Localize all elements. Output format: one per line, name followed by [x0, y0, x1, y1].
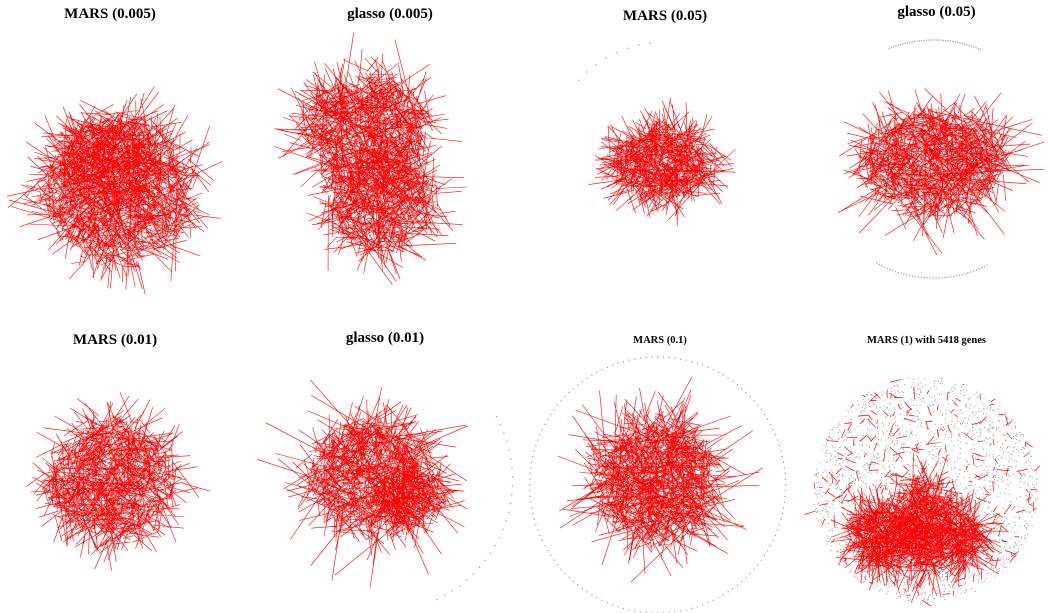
panel-title: MARS (0.05): [622, 8, 708, 24]
panel-title: MARS (0.005): [64, 6, 156, 22]
small-components: [804, 379, 1040, 607]
network-cluster: [25, 391, 210, 571]
network-cluster: [557, 376, 764, 583]
isolated-nodes: [888, 39, 981, 51]
isolated-nodes: [578, 42, 651, 81]
network-graph: [838, 39, 1045, 279]
network-graph: [6, 85, 223, 295]
isolated-nodes: [436, 416, 514, 601]
network-graph: [804, 377, 1040, 607]
panel-title: glasso (0.01): [345, 330, 425, 346]
network-graph: [273, 32, 468, 285]
network-cluster: [273, 32, 462, 226]
network-graph: [256, 379, 514, 601]
network-cluster: [354, 442, 468, 548]
panel-mars-0005: MARS (0.005): [0, 0, 230, 300]
panel-mars-001: MARS (0.01): [0, 320, 230, 613]
panel-glasso-001: glasso (0.01): [250, 320, 514, 613]
network-cluster: [306, 122, 468, 285]
network-cluster: [838, 88, 1045, 256]
panel-glasso-0005: glasso (0.005): [250, 0, 490, 300]
panel-title: MARS (0.01): [72, 332, 158, 348]
panel-mars-01: MARS (0.1): [529, 320, 790, 613]
panel-mars-1-5418: MARS (1) with 5418 genes: [804, 320, 1048, 613]
network-cluster: [912, 488, 1008, 588]
network-cluster: [6, 85, 223, 295]
panel-glasso-005: glasso (0.05): [815, 0, 1048, 300]
panel-title: MARS (0.1): [633, 335, 687, 346]
panel-title: glasso (0.005): [347, 6, 433, 22]
panel-mars-005: MARS (0.05): [545, 0, 785, 300]
isolated-nodes: [529, 356, 787, 613]
panel-title: MARS (1) with 5418 genes: [867, 335, 986, 346]
network-graph: [529, 356, 787, 613]
network-graph: [578, 42, 736, 227]
network-cluster: [256, 379, 468, 588]
network-graph: [25, 391, 210, 571]
network-cluster: [588, 97, 736, 227]
isolated-nodes: [876, 262, 988, 279]
network-cluster: [25, 103, 174, 232]
panel-title: glasso (0.05): [897, 4, 976, 20]
